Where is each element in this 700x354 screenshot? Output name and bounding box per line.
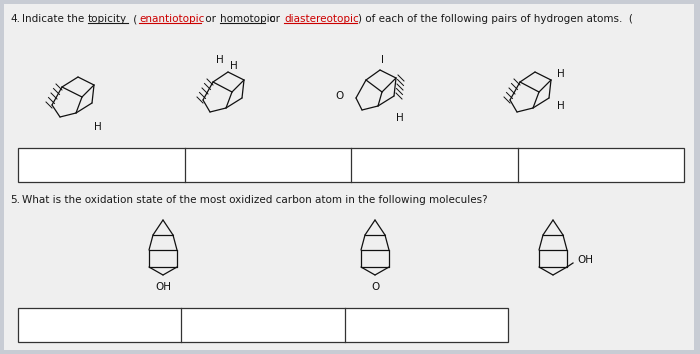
Bar <box>18 148 684 182</box>
Text: diastereotopic: diastereotopic <box>284 14 358 24</box>
Text: H: H <box>230 61 238 71</box>
Text: 4.: 4. <box>10 14 20 24</box>
Text: enantiotopic: enantiotopic <box>139 14 204 24</box>
Text: H: H <box>557 69 565 79</box>
Text: (: ( <box>130 14 137 24</box>
Bar <box>18 308 508 342</box>
Text: or: or <box>202 14 219 24</box>
Text: H: H <box>216 55 224 65</box>
Text: OH: OH <box>577 255 593 265</box>
Text: 5.: 5. <box>10 195 20 205</box>
Text: Indicate the: Indicate the <box>22 14 88 24</box>
Text: ) of each of the following pairs of hydrogen atoms.  (: ) of each of the following pairs of hydr… <box>358 14 633 24</box>
Text: or: or <box>266 14 284 24</box>
Text: What is the oxidation state of the most oxidized carbon atom in the following mo: What is the oxidation state of the most … <box>22 195 488 205</box>
Text: OH: OH <box>155 282 171 292</box>
Text: homotopic: homotopic <box>220 14 275 24</box>
Text: O: O <box>371 282 379 292</box>
Text: H: H <box>94 122 102 132</box>
Text: H: H <box>396 113 404 123</box>
Text: H: H <box>557 101 565 111</box>
Text: O: O <box>336 91 344 101</box>
Text: topicity: topicity <box>88 14 127 24</box>
Text: I: I <box>381 55 384 65</box>
